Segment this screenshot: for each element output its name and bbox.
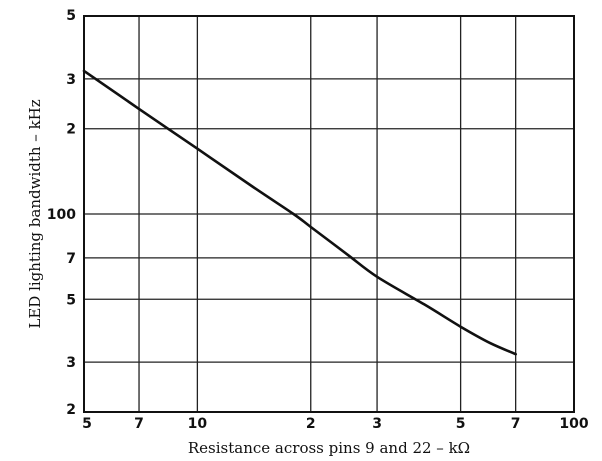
x-tick-label: 7 (134, 416, 144, 432)
x-tick-label: 7 (511, 416, 521, 432)
y-tick-label: 7 (66, 251, 76, 267)
y-tick-label: 2 (66, 122, 76, 138)
data-series (82, 69, 517, 356)
x-tick-labels: 5 7 10 2 3 5 7 100 (82, 416, 589, 432)
y-tick-label: 100 (47, 207, 76, 223)
y-axis-label: LED lighting bandwidth – kHz (26, 99, 44, 328)
y-tick-label: 3 (66, 72, 76, 88)
x-tick-label: 10 (188, 416, 208, 432)
series-line (82, 69, 517, 356)
x-tick-label: 3 (372, 416, 382, 432)
grid-lines (84, 16, 574, 412)
y-tick-label: 5 (66, 292, 76, 308)
x-tick-label: 5 (82, 416, 92, 432)
x-axis-label: Resistance across pins 9 and 22 – kΩ (188, 439, 470, 457)
y-tick-label: 2 (66, 402, 76, 418)
x-tick-label: 5 (456, 416, 466, 432)
plot-frame (83, 15, 575, 413)
y-tick-label: 3 (66, 355, 76, 371)
y-tick-labels: 2 3 5 7 100 2 3 5 (47, 8, 76, 418)
x-tick-label: 2 (306, 416, 316, 432)
x-tick-label: 100 (559, 416, 588, 432)
y-tick-label: 5 (66, 8, 76, 24)
